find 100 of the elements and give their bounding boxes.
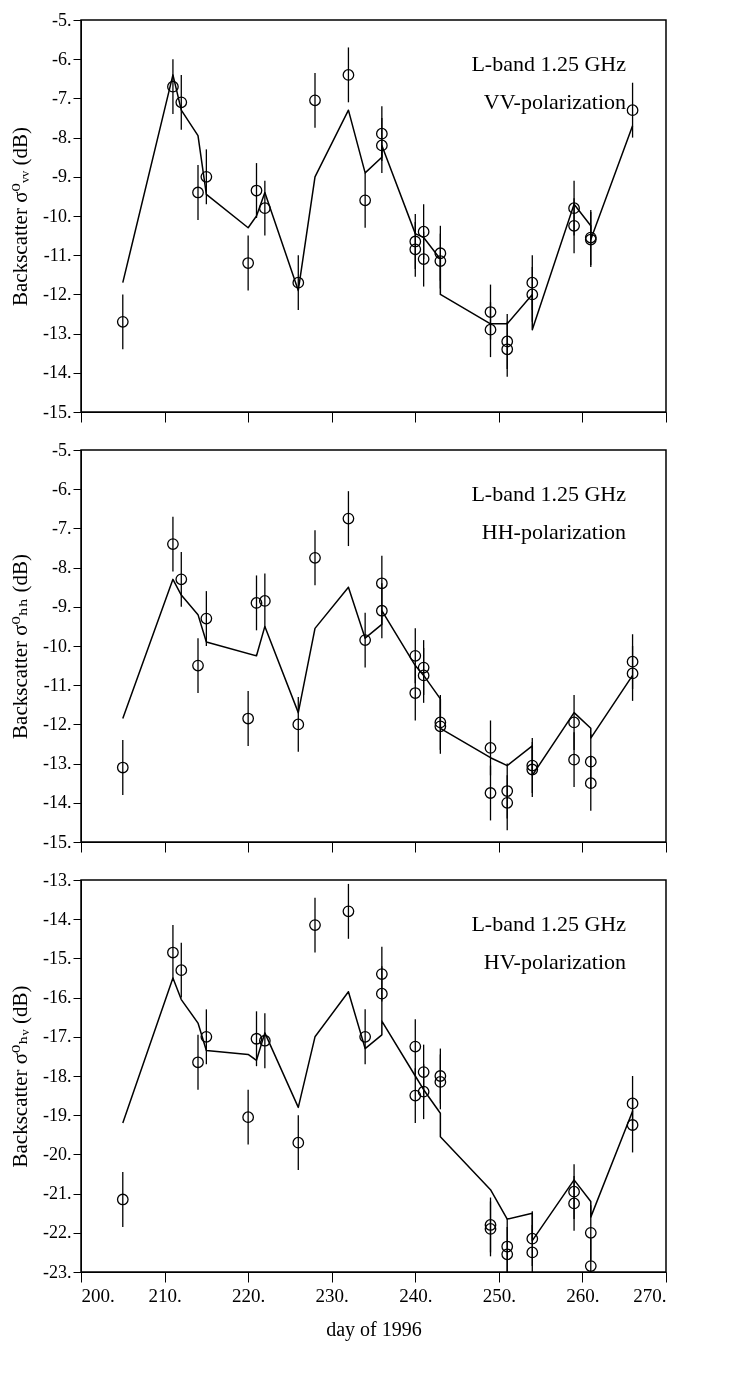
y-tick-label: -11.	[43, 244, 72, 265]
point	[626, 655, 639, 668]
point	[501, 796, 514, 809]
point	[568, 219, 580, 232]
point	[434, 720, 447, 733]
y-tick-label: -23.	[43, 1261, 72, 1282]
y-tick-label: -12.	[43, 713, 72, 734]
point	[568, 202, 580, 215]
y-tick-label: -13.	[43, 323, 72, 344]
point	[526, 276, 539, 289]
x-tick-label: 200.	[81, 1284, 115, 1306]
y-tick-label: -15.	[43, 831, 72, 852]
point	[375, 577, 388, 590]
y-tick-label: -10.	[43, 205, 72, 226]
y-tick-label: -21.	[43, 1183, 72, 1204]
point	[417, 661, 430, 674]
y-tick-label: -10.	[43, 635, 72, 656]
x-tick-label: 250.	[482, 1284, 516, 1306]
point	[417, 669, 430, 682]
point	[258, 202, 271, 215]
point	[434, 716, 447, 729]
y-tick-label: -7.	[52, 517, 72, 538]
y-tick-label: -15.	[43, 401, 72, 422]
point	[409, 243, 422, 256]
y-tick-label: -12.	[43, 283, 72, 304]
point	[292, 276, 305, 289]
point	[309, 94, 321, 107]
x-tick-label: 230.	[315, 1284, 349, 1306]
point	[484, 323, 497, 336]
point	[501, 343, 514, 356]
y-tick-label: -15.	[43, 947, 72, 968]
point	[501, 335, 514, 348]
x-tick-label: 260.	[566, 1284, 600, 1306]
point	[258, 595, 271, 607]
y-tick-label: -13.	[43, 869, 72, 890]
y-tick-label: -22.	[43, 1222, 72, 1243]
point	[484, 306, 497, 318]
y-tick-label: -19.	[43, 1104, 72, 1125]
y-tick-label: -7.	[52, 87, 72, 108]
point	[434, 247, 447, 260]
point	[409, 649, 422, 662]
point	[375, 127, 388, 140]
y-tick-label: -6.	[52, 48, 72, 69]
point	[192, 659, 204, 672]
point	[359, 634, 372, 646]
point	[526, 763, 539, 776]
y-tick-label: -8.	[52, 557, 72, 578]
point	[526, 288, 539, 301]
y-tick-label: -5.	[52, 439, 72, 460]
y-tick-label: -18.	[43, 1065, 72, 1086]
point	[242, 712, 255, 725]
point	[342, 69, 355, 81]
y-tick-label: -13.	[43, 753, 72, 774]
y-tick-label: -11.	[43, 674, 72, 695]
y-tick-label: -16.	[43, 987, 72, 1008]
annotation: HV-polarization	[483, 949, 626, 974]
y-tick-label: -9.	[52, 596, 72, 617]
y-axis-title: Backscatter σ⁰ₕᵥ (dB)	[8, 985, 33, 1168]
annotation: VV-polarization	[483, 89, 626, 114]
point	[175, 573, 188, 586]
point	[409, 235, 422, 248]
point	[375, 604, 388, 617]
point	[584, 777, 597, 790]
point	[417, 225, 430, 238]
point	[484, 787, 497, 799]
point	[526, 759, 539, 772]
x-tick-label: 220.	[232, 1284, 266, 1306]
point	[192, 186, 204, 199]
y-tick-label: -6.	[52, 478, 72, 499]
point	[626, 667, 639, 680]
point	[417, 253, 430, 265]
point	[409, 687, 422, 699]
annotation: L-band 1.25 GHz	[471, 481, 627, 506]
point	[359, 194, 372, 207]
point	[501, 785, 514, 797]
y-tick-label: -8.	[52, 127, 72, 148]
point	[434, 255, 447, 267]
point	[375, 139, 388, 152]
y-tick-label: -20.	[43, 1143, 72, 1164]
point	[200, 170, 213, 183]
point	[484, 742, 497, 754]
point	[250, 184, 263, 197]
point	[116, 315, 129, 328]
point	[167, 80, 179, 93]
point	[242, 257, 255, 269]
point	[292, 718, 305, 731]
annotation: L-band 1.25 GHz	[471, 51, 627, 76]
y-tick-label: -14.	[43, 908, 72, 929]
x-tick-label: 270.	[633, 1284, 667, 1306]
annotation: HH-polarization	[481, 519, 626, 544]
point	[568, 753, 580, 766]
point	[309, 551, 321, 564]
point	[626, 104, 639, 117]
y-tick-label: -17.	[43, 1026, 72, 1047]
y-tick-label: -14.	[43, 792, 72, 813]
annotation: L-band 1.25 GHz	[471, 911, 627, 936]
y-tick-label: -9.	[52, 166, 72, 187]
point	[175, 96, 188, 109]
y-axis-title: Backscatter σ⁰ᵥᵥ (dB)	[8, 126, 33, 307]
y-tick-label: -5.	[52, 9, 72, 30]
